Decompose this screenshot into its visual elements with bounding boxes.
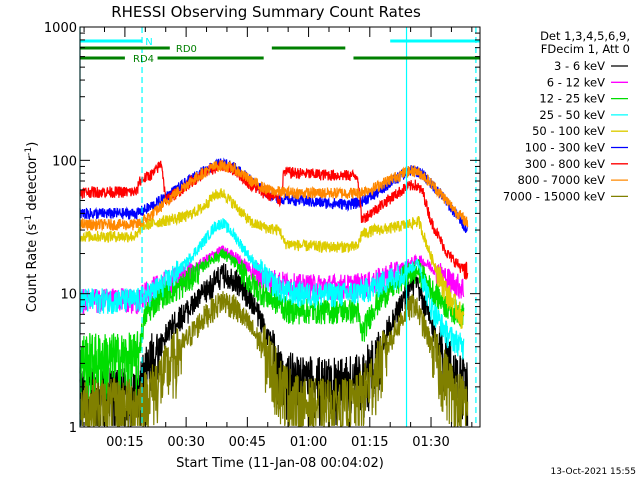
status-bar-n: N bbox=[80, 37, 480, 48]
y-tick-label: 100 bbox=[52, 154, 77, 169]
x-axis-label: Start Time (11-Jan-08 00:04:02) bbox=[176, 456, 384, 471]
series bbox=[79, 160, 469, 280]
y-tick-label: 1000 bbox=[44, 21, 77, 36]
legend-entry-label: 7000 - 15000 keV bbox=[503, 189, 605, 203]
x-tick-label: 00:30 bbox=[167, 435, 204, 450]
axes: 1 10 100 1000 00:15 00:30 00:45 01:00 01:15 01:30 bbox=[44, 21, 480, 450]
y-tick-label: 10 bbox=[60, 288, 77, 303]
legend-entry-label: 3 - 6 keV bbox=[554, 59, 605, 73]
legend-entry-label: 100 - 300 keV bbox=[525, 141, 605, 155]
legend-entry-label: 6 - 12 keV bbox=[547, 75, 605, 89]
legend: Det 1,3,4,5,6,9,FDecim 1, Att 0 3 - 6 keV… bbox=[503, 29, 630, 203]
legend-entry-label: 12 - 25 keV bbox=[539, 92, 605, 106]
series-line bbox=[79, 218, 465, 360]
series-line bbox=[79, 160, 469, 280]
y-tick-label: 1 bbox=[69, 421, 77, 436]
status-label: RD0 bbox=[176, 44, 197, 55]
x-tick-label: 00:45 bbox=[229, 435, 266, 450]
series bbox=[79, 291, 469, 427]
footer-timestamp: 13-Oct-2021 15:55 bbox=[551, 467, 636, 477]
status-bar-rd0: RD0 bbox=[80, 44, 346, 55]
y-axis-label: Count Rate (s-1 detector-1) bbox=[24, 142, 40, 313]
legend-header: FDecim 1, Att 0 bbox=[541, 42, 630, 56]
series bbox=[79, 218, 465, 360]
status-bar-rd4: RD4 bbox=[80, 54, 480, 65]
series bbox=[79, 188, 465, 329]
series-line bbox=[79, 188, 465, 329]
legend-entry-label: 25 - 50 keV bbox=[539, 108, 605, 122]
series-layer bbox=[79, 157, 469, 427]
series-line bbox=[79, 160, 469, 233]
status-bars: N RD0 RD4 bbox=[80, 37, 480, 65]
chart-title: RHESSI Observing Summary Count Rates bbox=[111, 3, 421, 21]
legend-entry-label: 800 - 7000 keV bbox=[517, 173, 605, 187]
legend-header: Det 1,3,4,5,6,9, bbox=[540, 29, 630, 43]
status-label: N bbox=[145, 37, 152, 48]
legend-entry-label: 50 - 100 keV bbox=[532, 124, 605, 138]
series bbox=[79, 160, 469, 233]
series-line bbox=[79, 291, 469, 427]
x-tick-label: 01:15 bbox=[351, 435, 388, 450]
plot-frame bbox=[79, 26, 481, 428]
legend-entry-label: 300 - 800 keV bbox=[525, 157, 605, 171]
x-tick-label: 01:30 bbox=[412, 435, 449, 450]
x-tick-label: 01:00 bbox=[290, 435, 327, 450]
x-tick-label: 00:15 bbox=[106, 435, 143, 450]
status-label: RD4 bbox=[133, 54, 154, 65]
